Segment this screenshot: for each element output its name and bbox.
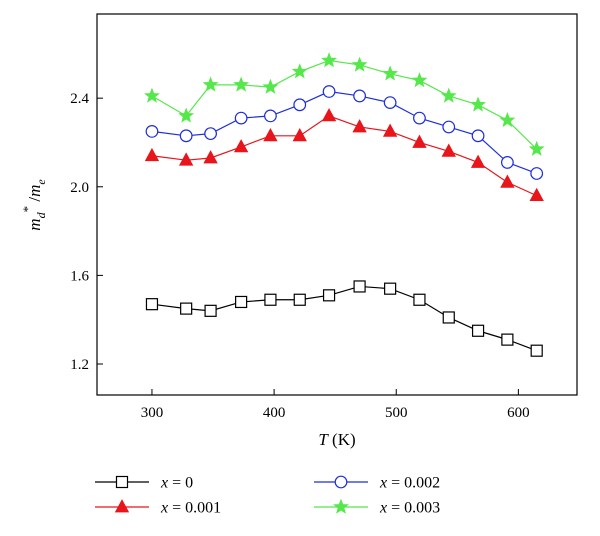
data-point xyxy=(470,96,486,112)
data-point xyxy=(203,150,218,164)
data-point xyxy=(382,65,399,81)
legend-label: x = 0 xyxy=(160,475,193,492)
data-point xyxy=(202,76,219,92)
data-point xyxy=(353,89,366,103)
data-point xyxy=(501,333,514,346)
data-point xyxy=(293,293,306,306)
legend-item: x = 0 xyxy=(95,475,193,492)
legend-label: x = 0.001 xyxy=(160,500,221,517)
data-point xyxy=(233,76,250,92)
legend-item: x = 0.001 xyxy=(95,499,221,517)
data-point xyxy=(234,111,248,125)
data-point xyxy=(178,107,195,123)
x-tick-label: 300 xyxy=(141,405,164,421)
legend: x = 0 x = 0.001 x = 0.002 x = 0.003 xyxy=(95,475,440,517)
data-point xyxy=(470,154,486,168)
data-point xyxy=(351,56,368,72)
data-point xyxy=(180,302,193,315)
data-point xyxy=(500,156,514,169)
data-point xyxy=(178,152,194,166)
series-2 xyxy=(145,85,544,180)
series-line xyxy=(151,115,537,197)
data-point xyxy=(353,280,366,293)
y-axis-label: md* /me xyxy=(20,179,48,231)
data-point xyxy=(442,311,455,324)
data-point xyxy=(204,127,217,141)
legend-item: x = 0.002 xyxy=(314,475,440,492)
data-point xyxy=(204,304,217,317)
x-tick-label: 400 xyxy=(263,405,286,421)
data-point xyxy=(500,174,515,188)
data-point xyxy=(321,108,337,122)
data-point xyxy=(179,129,193,143)
data-point xyxy=(441,143,456,157)
data-point xyxy=(530,344,543,357)
data-point xyxy=(144,87,160,103)
plot-frame xyxy=(96,13,578,396)
data-point xyxy=(471,324,485,337)
series-3 xyxy=(144,52,545,156)
data-point xyxy=(384,282,397,295)
data-point xyxy=(233,139,249,153)
series-layer xyxy=(144,52,545,357)
data-point xyxy=(411,72,428,88)
data-point xyxy=(264,293,277,306)
data-point xyxy=(413,111,426,125)
data-point xyxy=(263,127,278,142)
data-point xyxy=(264,109,277,123)
data-point xyxy=(352,119,367,133)
data-point xyxy=(530,167,544,180)
y-tick-label: 2.4 xyxy=(70,91,89,107)
data-point xyxy=(442,120,456,134)
data-point xyxy=(383,96,397,110)
legend-marker xyxy=(114,499,130,513)
data-point xyxy=(471,129,485,143)
data-point xyxy=(382,123,398,137)
series-0 xyxy=(145,280,543,357)
data-point xyxy=(144,147,160,162)
data-point xyxy=(293,98,307,112)
x-axis-label: T (K) xyxy=(318,430,355,449)
series-1 xyxy=(144,108,544,202)
data-point xyxy=(262,78,279,94)
legend-label: x = 0.002 xyxy=(379,475,440,492)
legend-label: x = 0.003 xyxy=(379,500,440,517)
legend-marker xyxy=(115,475,129,489)
axes: 300 400 500 600 1.2 1.6 2.0 2.4 xyxy=(70,91,529,421)
data-point xyxy=(440,87,457,103)
data-point xyxy=(235,295,248,309)
data-point xyxy=(292,127,307,142)
data-point xyxy=(322,85,336,98)
series-line xyxy=(151,285,537,352)
data-point xyxy=(528,140,545,156)
data-point xyxy=(499,111,516,128)
data-point xyxy=(413,293,426,306)
legend-item: x = 0.003 xyxy=(314,498,440,517)
data-point xyxy=(145,125,159,138)
data-point xyxy=(412,134,427,148)
data-point xyxy=(322,289,336,302)
y-tick-label: 1.6 xyxy=(70,268,89,284)
legend-marker xyxy=(334,475,348,489)
data-point xyxy=(529,187,544,202)
data-point xyxy=(321,52,337,68)
y-tick-label: 2.0 xyxy=(70,180,89,196)
legend-marker xyxy=(333,498,349,514)
data-point xyxy=(291,63,308,79)
data-point xyxy=(145,298,159,311)
x-tick-label: 600 xyxy=(507,405,530,421)
x-tick-label: 500 xyxy=(385,405,408,421)
y-tick-label: 1.2 xyxy=(70,357,89,373)
